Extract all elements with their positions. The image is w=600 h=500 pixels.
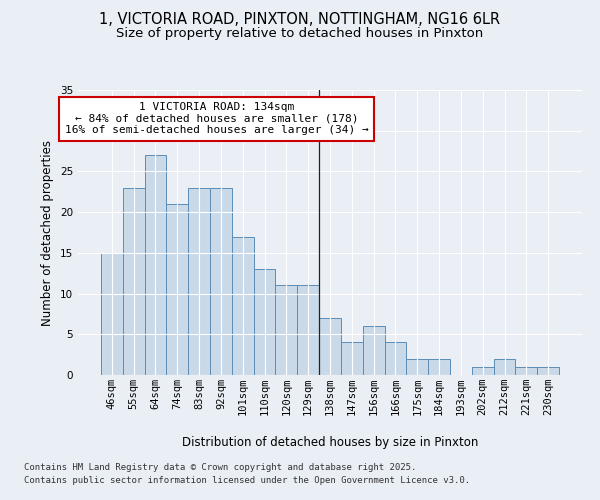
Text: Contains public sector information licensed under the Open Government Licence v3: Contains public sector information licen… [24,476,470,485]
Bar [145,155,166,375]
Bar [254,269,275,375]
Text: Size of property relative to detached houses in Pinxton: Size of property relative to detached ho… [116,28,484,40]
Bar [123,188,145,375]
Y-axis label: Number of detached properties: Number of detached properties [41,140,55,326]
Bar [297,286,319,375]
Bar [472,367,494,375]
Text: 1 VICTORIA ROAD: 134sqm
← 84% of detached houses are smaller (178)
16% of semi-d: 1 VICTORIA ROAD: 134sqm ← 84% of detache… [65,102,368,136]
Bar [515,367,537,375]
Bar [166,204,188,375]
Bar [537,367,559,375]
Bar [341,342,363,375]
Bar [275,286,297,375]
Bar [210,188,232,375]
Bar [494,358,515,375]
Bar [428,358,450,375]
Bar [363,326,385,375]
Bar [188,188,210,375]
Bar [385,342,406,375]
Bar [406,358,428,375]
Bar [232,236,254,375]
Text: 1, VICTORIA ROAD, PINXTON, NOTTINGHAM, NG16 6LR: 1, VICTORIA ROAD, PINXTON, NOTTINGHAM, N… [100,12,500,28]
Text: Contains HM Land Registry data © Crown copyright and database right 2025.: Contains HM Land Registry data © Crown c… [24,464,416,472]
Bar [101,253,123,375]
Bar [319,318,341,375]
Text: Distribution of detached houses by size in Pinxton: Distribution of detached houses by size … [182,436,478,449]
